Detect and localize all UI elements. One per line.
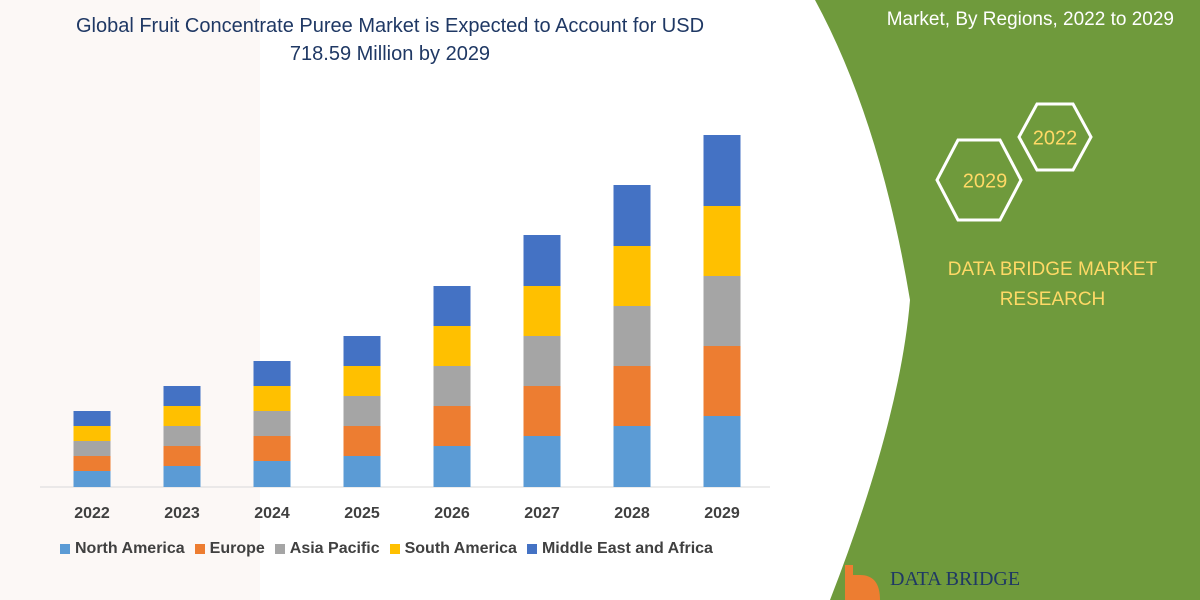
- bar-segment: [253, 361, 291, 386]
- bar-segment: [73, 456, 111, 471]
- bar-segment: [343, 396, 381, 426]
- x-tick-label: 2026: [434, 505, 470, 522]
- bar-segment: [703, 276, 741, 346]
- bar-segment: [433, 446, 471, 487]
- legend-label: Middle East and Africa: [541, 540, 713, 557]
- bar-segment: [343, 456, 381, 487]
- bar-segment: [163, 446, 201, 466]
- bar-segment: [523, 286, 561, 336]
- bar-segment: [343, 426, 381, 456]
- bar-segment: [73, 441, 111, 456]
- bar-segment: [163, 426, 201, 446]
- x-tick-label: 2025: [344, 505, 380, 522]
- legend-swatch: [389, 544, 400, 554]
- bar-segment: [703, 206, 741, 276]
- bar-segment: [523, 235, 561, 286]
- bar-segment: [433, 366, 471, 406]
- bar-segment: [523, 386, 561, 436]
- bar-segment: [613, 246, 651, 306]
- brand: DATA BRIDGE MARKET RESEARCH: [947, 259, 1158, 310]
- bar-segment: [613, 366, 651, 426]
- bar-segment: [613, 426, 651, 487]
- bar-segment: [73, 426, 111, 441]
- panel-subtitle: Market, By Regions, 2022 to 2029: [886, 9, 1174, 30]
- bar-segment: [253, 436, 291, 461]
- legend-swatch: [274, 544, 285, 554]
- bar-segment: [703, 416, 741, 487]
- logo-icon: [845, 565, 880, 600]
- x-tick-label: 2028: [614, 505, 650, 522]
- bar-segment: [253, 461, 291, 487]
- legend-label: Asia Pacific: [289, 540, 380, 557]
- legend-swatch: [60, 544, 70, 554]
- legend: North America Europe Asia Pacific South Ame…: [60, 540, 713, 558]
- bar-segment: [343, 336, 381, 366]
- x-tick-label: 2027: [524, 505, 560, 522]
- bar-segment: [73, 411, 111, 426]
- hexagon: [1017, 102, 1093, 172]
- x-tick-label: 2023: [164, 505, 200, 522]
- bar-segment: [703, 135, 741, 206]
- bar-segment: [343, 366, 381, 396]
- bar-segment: [73, 471, 111, 487]
- watermark: [0, 0, 260, 600]
- bar-segment: [613, 185, 651, 246]
- bar-segment: [163, 386, 201, 406]
- legend-item: North America: [60, 540, 185, 558]
- side-panel: [815, 0, 1200, 600]
- x-tick-label: 2022: [74, 505, 110, 522]
- bar-segment: [163, 466, 201, 487]
- legend-label: South America: [404, 540, 517, 557]
- bar-segment: [523, 436, 561, 487]
- bar-segment: [253, 386, 291, 411]
- bar-segment: [613, 306, 651, 366]
- x-tick-label: 2029: [704, 505, 740, 522]
- legend-swatch: [194, 544, 205, 554]
- logo-text: DATA BRIDGE: [890, 568, 1020, 590]
- hexagon-label: 2022: [1033, 127, 1078, 149]
- legend-label: North America: [75, 540, 185, 557]
- bar-segment: [253, 411, 291, 436]
- legend-label: Europe: [209, 540, 265, 557]
- bar-segment: [433, 406, 471, 446]
- bar-segment: [703, 346, 741, 416]
- hexagon: [935, 138, 1023, 222]
- bar-segment: [433, 326, 471, 366]
- legend-item: Europe: [194, 540, 265, 558]
- legend-item: South America: [389, 540, 517, 558]
- x-tick-label: 2024: [254, 505, 290, 522]
- bar-segment: [163, 406, 201, 426]
- legend-swatch: [526, 544, 537, 554]
- hexagon-label: 2029: [963, 170, 1008, 192]
- chart-title: Global Fruit Concentrate Puree Market is…: [75, 15, 705, 65]
- bar-segment: [523, 336, 561, 386]
- bar-segment: [433, 286, 471, 326]
- legend-item: Middle East and Africa: [526, 540, 713, 558]
- legend-item: Asia Pacific: [274, 540, 380, 558]
